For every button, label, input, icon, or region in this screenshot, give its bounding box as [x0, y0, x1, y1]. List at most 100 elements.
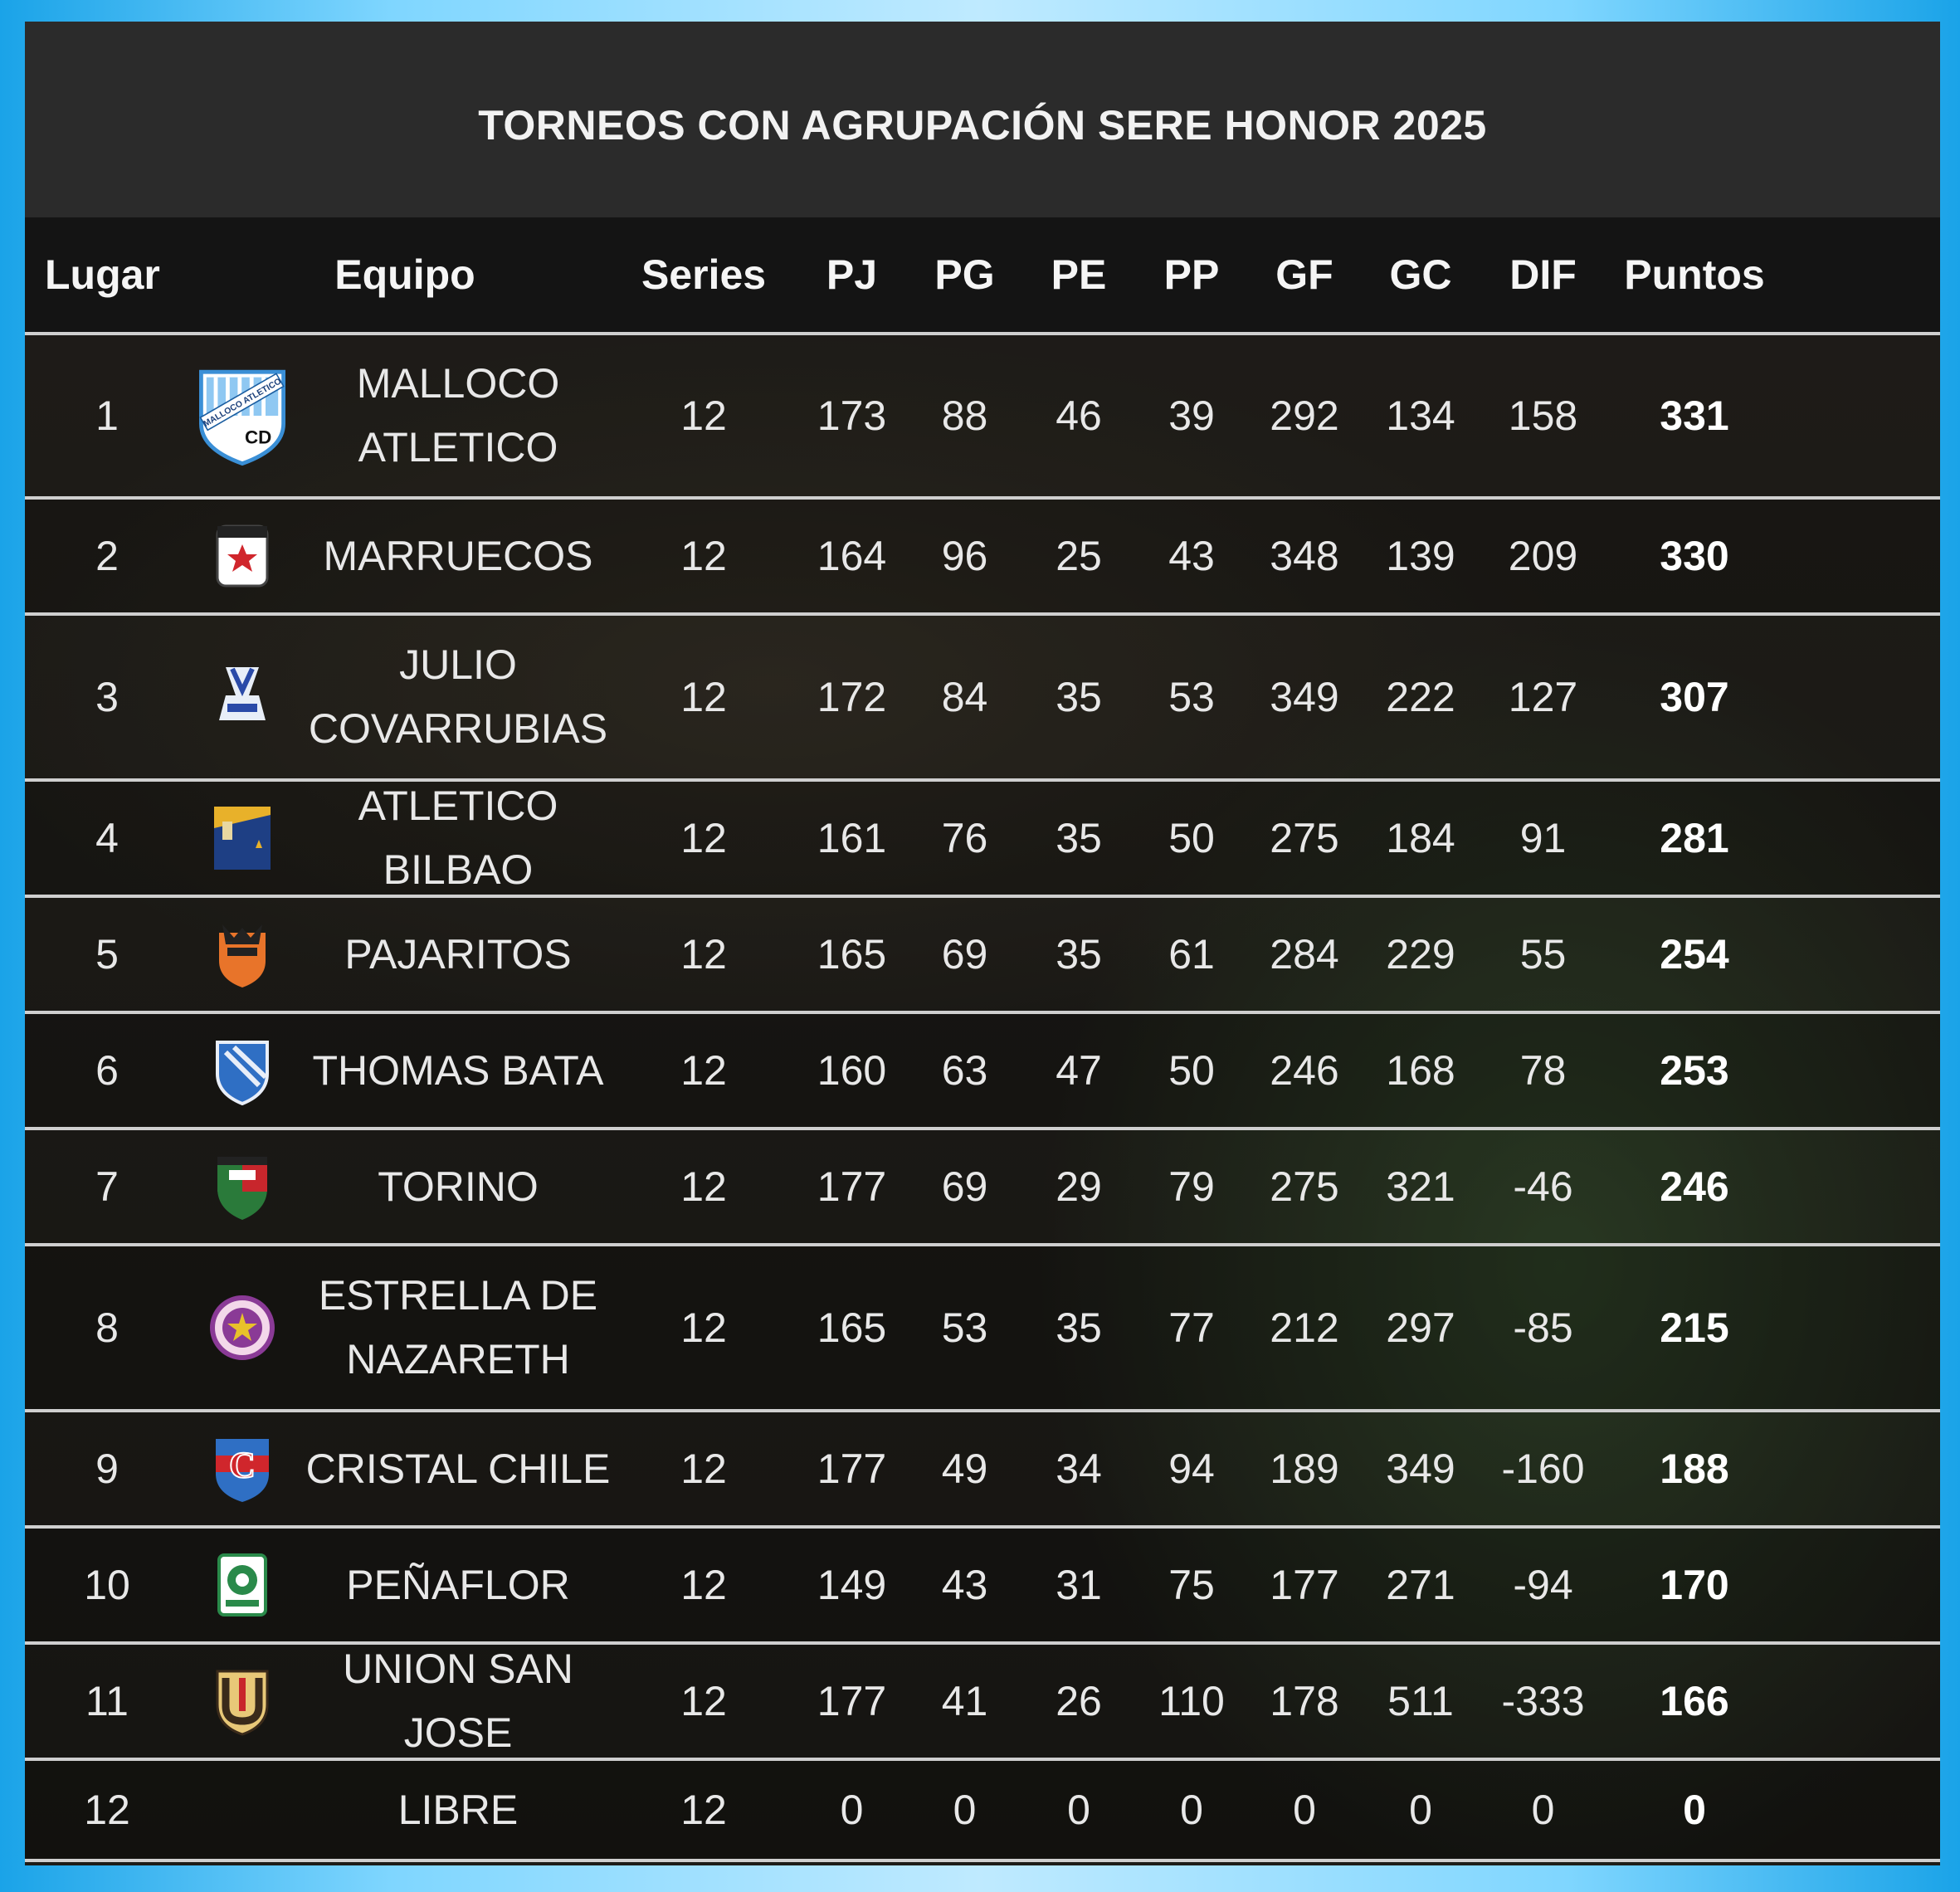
cell-puntos: 254 — [1660, 930, 1729, 978]
cell-series: 12 — [680, 1046, 727, 1094]
cell-pg: 63 — [941, 1046, 988, 1094]
cell-equipo: JULIO COVARRUBIAS — [308, 641, 608, 752]
cell-gf: 275 — [1270, 814, 1339, 861]
table-row: 6 THOMAS BATA 12 160 63 47 50 246 168 78 253 — [25, 1014, 1940, 1130]
cell-gc: 349 — [1386, 1445, 1455, 1492]
cell-pp: 50 — [1168, 1046, 1215, 1094]
cell-pj: 160 — [817, 1046, 887, 1094]
cell-series: 12 — [680, 673, 727, 720]
cell-gf: 349 — [1270, 673, 1339, 720]
cell-puntos: 331 — [1660, 392, 1729, 439]
cell-lugar: 7 — [95, 1163, 119, 1210]
cell-pe: 35 — [1056, 1304, 1102, 1351]
table-header: Lugar Equipo Series PJ PG PE PP GF GC DI… — [25, 217, 1940, 335]
cell-gf: 348 — [1270, 532, 1339, 579]
header-lugar: Lugar — [45, 251, 160, 298]
cell-gf: 0 — [1293, 1786, 1316, 1833]
cell-pj: 177 — [817, 1677, 887, 1724]
cell-series: 12 — [680, 1304, 727, 1351]
cell-gf: 177 — [1270, 1561, 1339, 1608]
cell-puntos: 307 — [1660, 673, 1729, 720]
cell-pe: 31 — [1056, 1561, 1102, 1608]
cell-dif: -94 — [1513, 1561, 1573, 1608]
cell-pj: 165 — [817, 1304, 887, 1351]
cell-pj: 173 — [817, 392, 887, 439]
cell-pj: 0 — [840, 1786, 864, 1833]
cell-gf: 246 — [1270, 1046, 1339, 1094]
marruecos-crest-icon — [189, 521, 295, 591]
cell-equipo: ESTRELLA DE NAZARETH — [318, 1272, 598, 1382]
cell-puntos: 166 — [1660, 1677, 1729, 1724]
cell-puntos: 330 — [1660, 532, 1729, 579]
cell-lugar: 6 — [95, 1046, 119, 1094]
table-row: 12 LIBRE 12 0 0 0 0 0 0 0 0 — [25, 1761, 1940, 1862]
cell-equipo: UNION SAN JOSE — [343, 1646, 573, 1756]
cell-pe: 47 — [1056, 1046, 1102, 1094]
cell-puntos: 0 — [1683, 1786, 1706, 1833]
cell-gc: 168 — [1386, 1046, 1455, 1094]
table-row: 4 ATLETICO BILBAO 12 161 76 35 50 275 184 91 281 — [25, 782, 1940, 898]
cell-lugar: 8 — [95, 1304, 119, 1351]
estrella-nazareth-crest-icon — [189, 1293, 295, 1363]
cristal-chile-crest-icon: C — [189, 1434, 295, 1504]
cell-gf: 212 — [1270, 1304, 1339, 1351]
cell-series: 12 — [680, 532, 727, 579]
cell-gf: 275 — [1270, 1163, 1339, 1210]
cell-lugar: 5 — [95, 930, 119, 978]
table-row: 7 TORINO 12 177 69 29 79 275 321 -46 246 — [25, 1130, 1940, 1246]
cell-series: 12 — [680, 814, 727, 861]
cell-pp: 77 — [1168, 1304, 1215, 1351]
cell-pp: 61 — [1168, 930, 1215, 978]
cell-dif: 91 — [1519, 814, 1567, 861]
header-series: Series — [641, 251, 767, 298]
cell-pj: 172 — [817, 673, 887, 720]
cell-dif: 78 — [1519, 1046, 1567, 1094]
union-san-jose-crest-icon — [189, 1666, 295, 1736]
table-row: 9 C CRISTAL CHILE 12 177 49 34 94 189 349 -160 18… — [25, 1412, 1940, 1529]
header-puntos: Puntos — [1624, 251, 1765, 298]
cell-pp: 110 — [1158, 1677, 1225, 1724]
cell-lugar: 4 — [95, 814, 119, 861]
cell-pg: 53 — [941, 1304, 988, 1351]
cell-dif: -46 — [1513, 1163, 1573, 1210]
header-equipo: Equipo — [334, 251, 475, 298]
cell-lugar: 11 — [85, 1677, 129, 1724]
cell-pj: 149 — [817, 1561, 887, 1608]
julio-covarrubias-crest-icon — [189, 662, 295, 732]
cell-gf: 189 — [1270, 1445, 1339, 1492]
cell-gc: 134 — [1386, 392, 1455, 439]
cell-pj: 164 — [817, 532, 887, 579]
cell-gf: 292 — [1270, 392, 1339, 439]
svg-text:C: C — [229, 1445, 256, 1485]
torino-crest-icon — [189, 1152, 295, 1222]
cell-pg: 0 — [953, 1786, 977, 1833]
cell-lugar: 2 — [95, 532, 119, 579]
pajaritos-crest-icon — [189, 919, 295, 989]
cell-gc: 0 — [1409, 1786, 1432, 1833]
cell-pg: 43 — [941, 1561, 988, 1608]
cell-series: 12 — [680, 1163, 727, 1210]
cell-puntos: 281 — [1660, 814, 1729, 861]
cell-pe: 35 — [1056, 673, 1102, 720]
header-dif: DIF — [1509, 251, 1577, 298]
cell-pe: 0 — [1067, 1786, 1090, 1833]
cell-equipo: PEÑAFLOR — [346, 1561, 570, 1608]
cell-dif: -333 — [1501, 1677, 1585, 1724]
svg-text:CD: CD — [245, 427, 271, 448]
malloco-crest-icon: MALLOCO ATLETICO CD — [189, 349, 295, 482]
title-bar: TORNEOS CON AGRUPACIÓN SERE HONOR 2025 — [25, 22, 1940, 217]
table-row: 10 PEÑAFLOR 12 149 43 31 75 177 271 -94 170 — [25, 1529, 1940, 1645]
standings-panel: TORNEOS CON AGRUPACIÓN SERE HONOR 2025 L… — [25, 22, 1940, 1865]
table-row: 1 MALLOCO ATLETICO CD MALLOCO ATLETICO 12… — [25, 335, 1940, 500]
cell-pp: 94 — [1168, 1445, 1215, 1492]
header-pg: PG — [934, 251, 995, 298]
cell-pp: 53 — [1168, 673, 1215, 720]
cell-gc: 511 — [1387, 1677, 1454, 1724]
cell-equipo: THOMAS BATA — [312, 1046, 604, 1094]
table-row: 8 ESTRELLA DE NAZARETH 12 165 53 35 77 212 297 -… — [25, 1246, 1940, 1412]
cell-pp: 79 — [1168, 1163, 1215, 1210]
cell-series: 12 — [680, 1786, 727, 1833]
cell-pg: 88 — [941, 392, 988, 439]
cell-equipo: PAJARITOS — [344, 930, 572, 978]
cell-pp: 39 — [1168, 392, 1215, 439]
